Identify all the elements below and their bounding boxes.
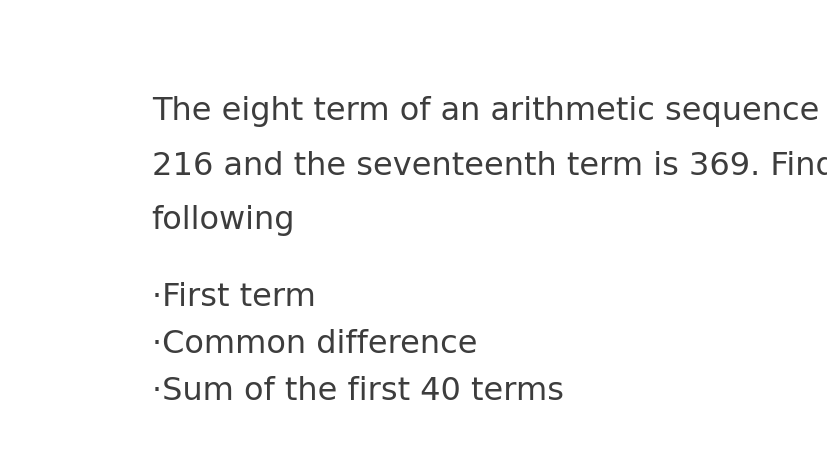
Text: ·Common difference: ·Common difference: [151, 329, 476, 360]
Text: ·Sum of the first 40 terms: ·Sum of the first 40 terms: [151, 376, 563, 407]
Text: ·First term: ·First term: [151, 281, 315, 313]
Text: 216 and the seventeenth term is 369. Find the: 216 and the seventeenth term is 369. Fin…: [151, 151, 827, 182]
Text: The eight term of an arithmetic sequence is: The eight term of an arithmetic sequence…: [151, 96, 827, 128]
Text: following: following: [151, 205, 294, 236]
